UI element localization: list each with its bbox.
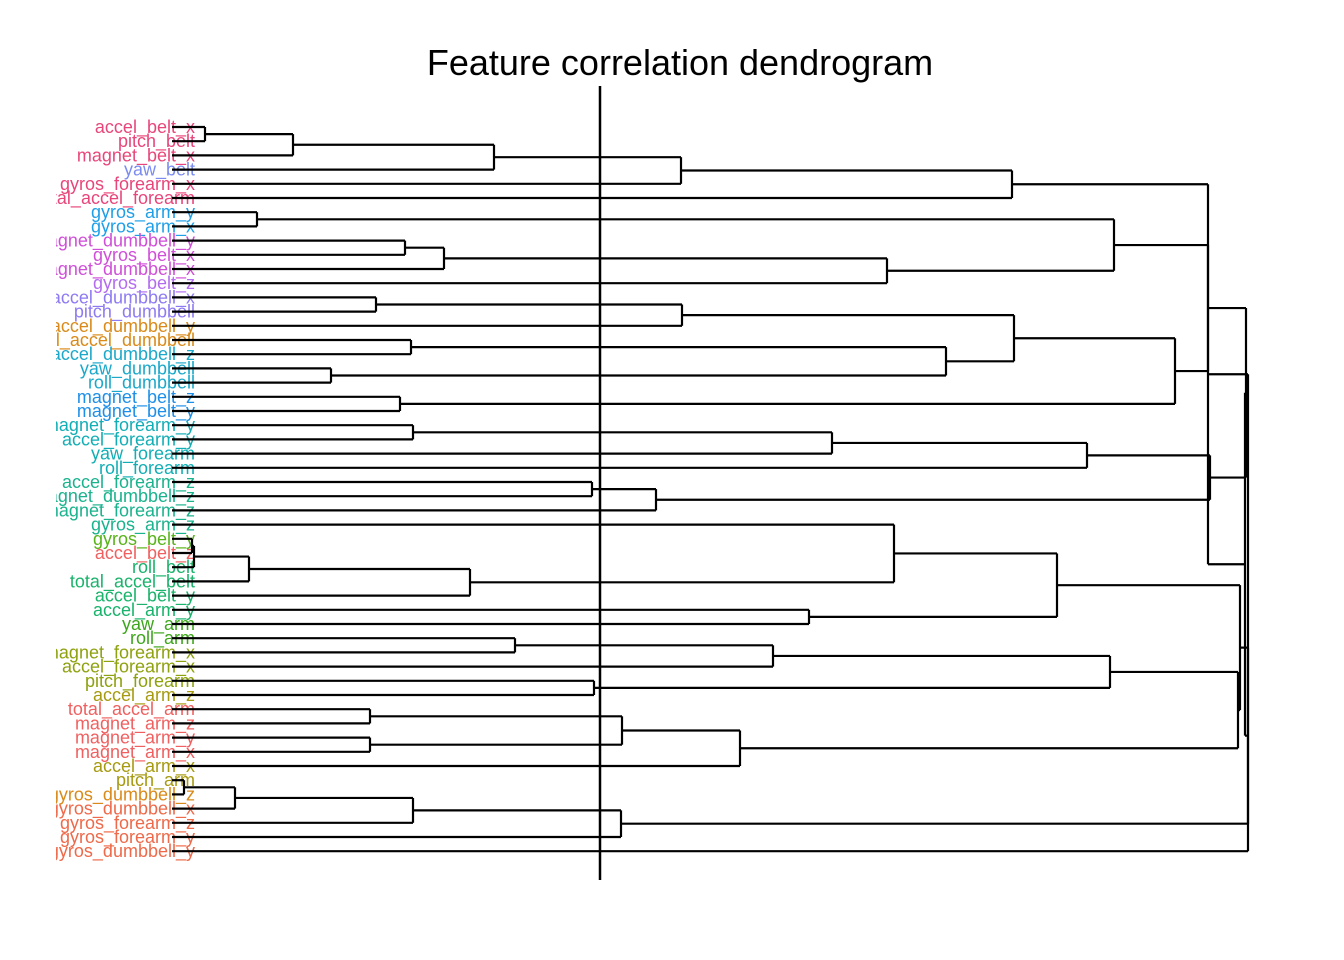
leaf-label: accel_belt_z [95, 543, 195, 564]
leaf-label: magnet_forearm_y [44, 415, 195, 436]
leaf-label: gyros_belt_z [93, 273, 195, 294]
leaf-label: magnet_forearm_x [44, 642, 195, 663]
leaf-label: pitch_forearm [85, 671, 195, 692]
leaf-label: accel_dumbbell_x [51, 287, 195, 308]
leaf-label: total_accel_forearm [37, 188, 195, 209]
leaf-label: accel_belt_y [95, 586, 195, 607]
leaf-label: yaw_belt [124, 160, 195, 181]
leaf-label: gyros_arm_y [91, 202, 195, 223]
leaf-label: accel_arm_z [93, 685, 195, 706]
leaf-label: accel_forearm_z [62, 472, 195, 493]
leaf-label: gyros_dumbbell_x [49, 799, 195, 820]
leaf-label: yaw_arm [122, 614, 195, 635]
leaf-label: magnet_dumbbell_y [33, 231, 195, 252]
leaf-label: magnet_belt_y [77, 401, 195, 422]
leaf-label: magnet_arm_z [75, 713, 195, 734]
leaf-label: accel_belt_x [95, 117, 195, 138]
leaf-label: gyros_belt_y [93, 529, 195, 550]
leaf-label: pitch_arm [116, 770, 195, 791]
leaf-label: gyros_forearm_x [60, 174, 195, 195]
leaf-label: roll_arm [130, 628, 195, 649]
leaf-labels: accel_belt_xpitch_beltmagnet_belt_xyaw_b… [26, 117, 195, 862]
leaf-label: total_accel_arm [68, 699, 195, 720]
leaf-label: roll_forearm [99, 458, 195, 479]
leaf-label: yaw_forearm [91, 444, 195, 465]
leaf-label: accel_dumbbell_y [51, 316, 195, 337]
leaf-label: magnet_dumbbell_x [33, 259, 195, 280]
leaf-label: yaw_dumbbell [80, 358, 195, 379]
leaf-label: total_accel_dumbbell [26, 330, 195, 351]
leaf-label: magnet_arm_x [75, 742, 195, 763]
leaf-label: magnet_belt_x [77, 145, 195, 166]
leaf-label: total_accel_belt [70, 571, 195, 592]
leaf-label: magnet_forearm_z [44, 500, 195, 521]
leaf-label: gyros_forearm_z [60, 813, 195, 834]
leaf-label: gyros_belt_x [93, 245, 195, 266]
leaf-label: gyros_forearm_y [60, 827, 195, 848]
leaf-label: accel_dumbbell_z [51, 344, 195, 365]
leaf-label: pitch_belt [118, 131, 195, 152]
leaf-label: gyros_arm_x [91, 216, 195, 237]
leaf-label: accel_arm_y [93, 600, 195, 621]
leaf-label: gyros_dumbbell_y [49, 841, 195, 862]
leaf-label: magnet_arm_y [75, 728, 195, 749]
leaf-label: accel_forearm_x [62, 657, 195, 678]
leaf-label: roll_belt [132, 557, 195, 578]
leaf-label: gyros_arm_z [91, 515, 195, 536]
leaf-label: gyros_dumbbell_z [49, 784, 195, 805]
tree-branches [172, 125, 1250, 853]
leaf-label: roll_dumbbell [88, 373, 195, 394]
leaf-label: magnet_dumbbell_z [33, 486, 195, 507]
leaf-label: magnet_belt_z [77, 387, 195, 408]
leaf-label: accel_forearm_y [62, 429, 195, 450]
chart-title: Feature correlation dendrogram [426, 42, 934, 83]
leaf-label: pitch_dumbbell [74, 302, 195, 323]
leaf-label: accel_arm_x [93, 756, 195, 777]
